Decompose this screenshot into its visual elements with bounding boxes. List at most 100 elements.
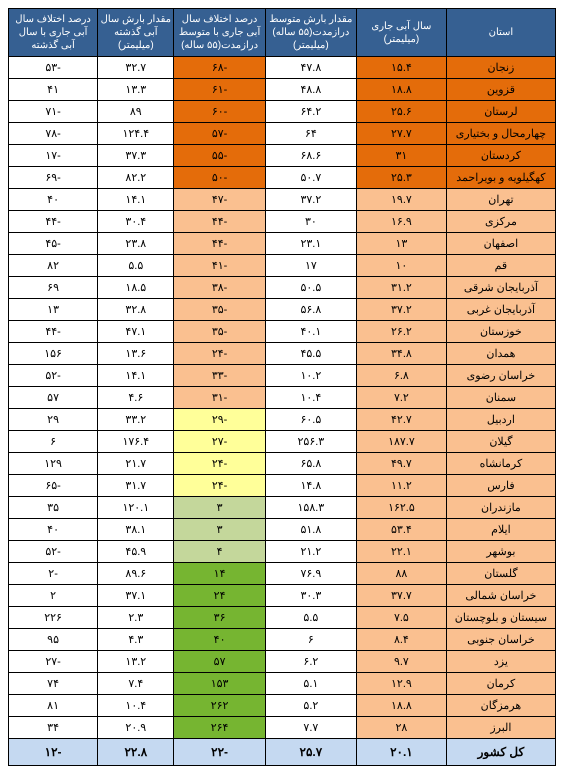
cell-diff_last: -۲ — [9, 563, 98, 585]
table-row: تهران۱۹.۷۳۷.۲-۴۷۱۴.۱۴۰ — [9, 189, 556, 211]
cell-long: ۱۵۸.۳ — [265, 497, 356, 519]
cell-last: ۳۲.۷ — [98, 57, 174, 79]
table-row: هرمزگان۱۸.۸۵.۲۲۶۲۱۰.۴۸۱ — [9, 695, 556, 717]
cell-long: ۵۱.۸ — [265, 519, 356, 541]
cell-diff_long: -۳۳ — [174, 365, 265, 387]
table-row: خراسان رضوی۶.۸۱۰.۲-۳۳۱۴.۱-۵۲ — [9, 365, 556, 387]
cell-current: ۴۹.۷ — [357, 453, 447, 475]
col-diff-last: درصد اختلاف سال آبی جاری با سال آبی گذشت… — [9, 9, 98, 57]
cell-diff_last: ۳۵ — [9, 497, 98, 519]
cell-current: ۲۸ — [357, 717, 447, 739]
cell-diff_last: ۶ — [9, 431, 98, 453]
footer-last: ۲۲.۸ — [98, 739, 174, 766]
cell-diff_long: -۵۰ — [174, 167, 265, 189]
cell-province: آذربایجان شرقی — [446, 277, 555, 299]
cell-long: ۲۵۶.۳ — [265, 431, 356, 453]
cell-long: ۶۴.۲ — [265, 101, 356, 123]
table-row: بوشهر۲۲.۱۲۱.۲۴۴۵.۹-۵۲ — [9, 541, 556, 563]
cell-diff_last: -۵۲ — [9, 541, 98, 563]
table-row: ایلام۵۳.۴۵۱.۸۳۳۸.۱۴۰ — [9, 519, 556, 541]
cell-last: ۱۳.۲ — [98, 651, 174, 673]
cell-current: ۳۱.۲ — [357, 277, 447, 299]
cell-last: ۱۴.۱ — [98, 365, 174, 387]
cell-diff_last: -۵۳ — [9, 57, 98, 79]
cell-current: ۸۸ — [357, 563, 447, 585]
cell-current: ۷.۲ — [357, 387, 447, 409]
cell-current: ۷.۵ — [357, 607, 447, 629]
table-row: اصفهان۱۳۲۳.۱-۴۴۲۳.۸-۴۵ — [9, 233, 556, 255]
cell-diff_last: ۶۹ — [9, 277, 98, 299]
col-province: استان — [446, 9, 555, 57]
cell-diff_long: -۲۷ — [174, 431, 265, 453]
cell-last: ۴.۶ — [98, 387, 174, 409]
cell-last: ۳۲.۸ — [98, 299, 174, 321]
cell-last: ۳۳.۲ — [98, 409, 174, 431]
cell-long: ۶۰.۵ — [265, 409, 356, 431]
cell-long: ۳۰ — [265, 211, 356, 233]
cell-province: گیلان — [446, 431, 555, 453]
cell-diff_long: -۶۸ — [174, 57, 265, 79]
cell-current: ۱۸۷.۷ — [357, 431, 447, 453]
table-row: مازندران۱۶۲.۵۱۵۸.۳۳۱۲۰.۱۳۵ — [9, 497, 556, 519]
cell-current: ۱۸.۸ — [357, 79, 447, 101]
cell-diff_long: -۶۰ — [174, 101, 265, 123]
cell-long: ۴۷.۸ — [265, 57, 356, 79]
cell-diff_long: -۴۴ — [174, 233, 265, 255]
cell-long: ۱۰.۲ — [265, 365, 356, 387]
cell-diff_long: -۵۷ — [174, 123, 265, 145]
cell-current: ۱۲.۹ — [357, 673, 447, 695]
cell-diff_last: -۴۵ — [9, 233, 98, 255]
cell-long: ۵.۵ — [265, 607, 356, 629]
cell-long: ۷.۷ — [265, 717, 356, 739]
cell-diff_long: -۳۱ — [174, 387, 265, 409]
cell-current: ۱۶.۹ — [357, 211, 447, 233]
cell-diff_long: -۴۷ — [174, 189, 265, 211]
cell-long: ۴۸.۸ — [265, 79, 356, 101]
cell-current: ۲۵.۳ — [357, 167, 447, 189]
cell-long: ۶ — [265, 629, 356, 651]
cell-diff_last: ۱۲۹ — [9, 453, 98, 475]
cell-diff_last: ۵۷ — [9, 387, 98, 409]
table-row: لرستان۲۵.۶۶۴.۲-۶۰۸۹-۷۱ — [9, 101, 556, 123]
cell-diff_long: -۵۵ — [174, 145, 265, 167]
cell-current: ۴۲.۷ — [357, 409, 447, 431]
header-row: استان سال آبی جاری (میلیمتر) مقدار بارش … — [9, 9, 556, 57]
cell-diff_last: -۶۵ — [9, 475, 98, 497]
cell-province: تهران — [446, 189, 555, 211]
cell-province: خراسان شمالی — [446, 585, 555, 607]
cell-diff_last: ۴۰ — [9, 519, 98, 541]
cell-current: ۹.۷ — [357, 651, 447, 673]
cell-diff_long: ۲۶۴ — [174, 717, 265, 739]
cell-long: ۶.۲ — [265, 651, 356, 673]
table-row: البرز۲۸۷.۷۲۶۴۲۰.۹۳۴ — [9, 717, 556, 739]
cell-long: ۱۴.۸ — [265, 475, 356, 497]
cell-province: چهارمحال و بختیاری — [446, 123, 555, 145]
cell-diff_long: ۲۴ — [174, 585, 265, 607]
table-row: قزوین۱۸.۸۴۸.۸-۶۱۱۳.۳۴۱ — [9, 79, 556, 101]
cell-diff_long: -۴۱ — [174, 255, 265, 277]
cell-current: ۱۵.۴ — [357, 57, 447, 79]
col-long-avg: مقدار بارش متوسط درازمدت(۵۵ ساله) (میلیم… — [265, 9, 356, 57]
cell-diff_last: -۶۹ — [9, 167, 98, 189]
cell-current: ۱۰ — [357, 255, 447, 277]
cell-diff_long: ۱۴ — [174, 563, 265, 585]
table-row: خراسان شمالی۳۷.۷۳۰.۳۲۴۳۷.۱۲ — [9, 585, 556, 607]
cell-last: ۲.۳ — [98, 607, 174, 629]
cell-diff_long: ۳ — [174, 497, 265, 519]
cell-last: ۵.۵ — [98, 255, 174, 277]
cell-province: کردستان — [446, 145, 555, 167]
cell-long: ۵۰.۷ — [265, 167, 356, 189]
table-row: اردبیل۴۲.۷۶۰.۵-۲۹۳۳.۲۲۹ — [9, 409, 556, 431]
cell-diff_long: -۴۴ — [174, 211, 265, 233]
cell-long: ۳۷.۲ — [265, 189, 356, 211]
cell-long: ۶۸.۶ — [265, 145, 356, 167]
table-row: سمنان۷.۲۱۰.۴-۳۱۴.۶۵۷ — [9, 387, 556, 409]
cell-diff_last: -۲۷ — [9, 651, 98, 673]
cell-diff_long: ۲۶۲ — [174, 695, 265, 717]
cell-diff_last: -۴۴ — [9, 211, 98, 233]
cell-diff_last: ۸۱ — [9, 695, 98, 717]
cell-diff_last: ۱۳ — [9, 299, 98, 321]
col-current: سال آبی جاری (میلیمتر) — [357, 9, 447, 57]
cell-last: ۱۳.۶ — [98, 343, 174, 365]
cell-current: ۱۶۲.۵ — [357, 497, 447, 519]
